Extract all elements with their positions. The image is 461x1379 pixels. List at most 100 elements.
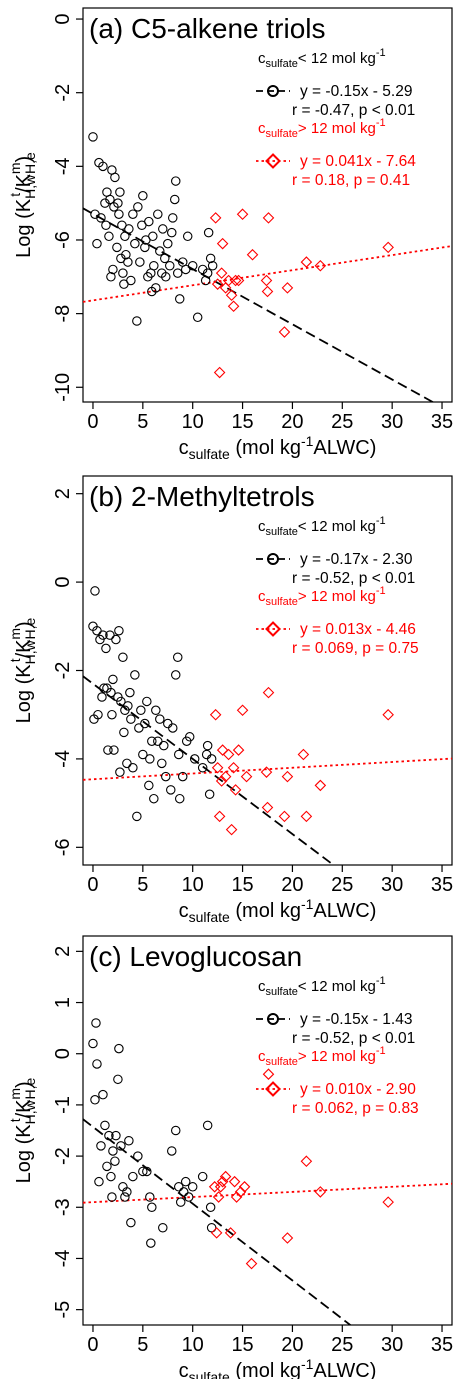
- data-point-low: [118, 268, 128, 278]
- plot-area: [83, 1018, 452, 1325]
- data-point-low: [173, 1182, 184, 1192]
- text-part: < 12 mol kg: [298, 50, 376, 67]
- panel-title: (a) C5-alkene triols: [89, 13, 326, 44]
- data-point-high: [281, 1232, 294, 1244]
- text-part: c: [258, 978, 266, 995]
- legend-title-low: csulfate< 12 mol kg-1: [258, 515, 386, 538]
- text-part: > 12 mol kg: [298, 588, 376, 605]
- data-point-low: [88, 1038, 98, 1049]
- x-tick-label: 35: [431, 411, 453, 433]
- data-point-low: [98, 161, 108, 172]
- data-point-high: [213, 810, 226, 823]
- data-point-low: [116, 696, 126, 707]
- high-fit-line: [83, 757, 452, 781]
- data-point-low: [174, 294, 185, 304]
- data-point-low: [144, 780, 154, 791]
- x-tick-label: 0: [87, 411, 98, 433]
- data-point-low: [111, 634, 121, 645]
- x-tick-label: 0: [87, 874, 98, 896]
- data-point-high: [209, 212, 222, 224]
- data-point-low: [130, 238, 140, 249]
- text-part: sulfate: [266, 58, 298, 70]
- text-part: sulfate: [266, 986, 298, 998]
- x-tick-label: 30: [381, 874, 403, 896]
- data-point-high: [281, 282, 294, 294]
- y-tick-label: -4: [52, 1250, 74, 1268]
- data-point-high: [215, 267, 228, 279]
- data-point-low: [108, 1146, 118, 1156]
- data-point-high: [216, 237, 229, 250]
- data-point-low: [178, 1187, 189, 1197]
- data-point-high: [228, 1175, 241, 1188]
- text-part: ALWC): [313, 437, 376, 459]
- data-point-low: [142, 696, 152, 707]
- data-point-low: [192, 312, 203, 323]
- data-point-low: [174, 793, 185, 804]
- data-point-low: [170, 194, 180, 205]
- y-axis-label: Log (KH,wt/KH,em): [7, 1077, 38, 1183]
- data-point-low: [107, 709, 117, 720]
- y-tick-label: -1: [52, 1096, 74, 1114]
- data-point-high: [262, 1068, 275, 1080]
- data-point-low: [115, 767, 125, 777]
- x-tick-label: 5: [137, 874, 148, 896]
- data-point-low: [113, 1074, 123, 1085]
- legend-equation-low: y = -0.15x - 5.29: [300, 83, 412, 100]
- text-part: /K: [13, 173, 35, 193]
- x-tick-label: 20: [281, 411, 303, 433]
- data-point-high: [212, 1191, 225, 1203]
- x-tick-label: 25: [331, 411, 353, 433]
- data-point-low: [126, 275, 136, 286]
- legend-symbol-circle: [267, 85, 279, 97]
- x-tick-label: 15: [231, 874, 253, 896]
- legend-equation-high: y = 0.041x - 7.64: [300, 153, 416, 170]
- data-point-low: [90, 1095, 100, 1105]
- data-point-high: [225, 289, 238, 301]
- legend: csulfate< 12 mol kg-1y = -0.15x - 5.29r …: [256, 47, 416, 189]
- plot-frame: [82, 935, 453, 1326]
- data-point-low: [147, 1202, 157, 1213]
- text-part: H,w: [22, 1099, 38, 1124]
- x-tick-label: 25: [331, 874, 353, 896]
- data-point-high: [261, 801, 274, 814]
- text-part: -1: [376, 117, 386, 129]
- data-point-low: [153, 209, 163, 219]
- plot-area: [83, 586, 452, 865]
- legend-stats-high: r = 0.062, p = 0.83: [292, 1100, 419, 1117]
- text-part: -1: [376, 515, 386, 527]
- data-point-low: [205, 1202, 216, 1213]
- data-point-high: [382, 708, 394, 721]
- text-part: > 12 mol kg: [298, 120, 376, 137]
- x-tick-label: 5: [137, 1334, 148, 1356]
- data-point-low: [122, 1187, 132, 1197]
- text-part: ): [13, 1081, 35, 1088]
- data-point-low: [126, 714, 136, 724]
- y-axis-label: Log (KH,wt/KH,em): [7, 617, 38, 723]
- data-point-low: [113, 198, 123, 208]
- data-point-low: [125, 687, 135, 698]
- data-point-low: [201, 749, 212, 760]
- data-point-high: [215, 775, 228, 787]
- data-point-low: [153, 736, 163, 746]
- data-point-low: [170, 1125, 181, 1136]
- text-part: t: [7, 193, 23, 197]
- data-point-high: [262, 686, 275, 699]
- data-point-low: [138, 1166, 148, 1177]
- x-tick-label: 35: [431, 1334, 453, 1356]
- data-point-high: [262, 212, 275, 224]
- data-point-low: [167, 227, 177, 238]
- text-part: (mol kg: [230, 900, 301, 922]
- data-point-low: [149, 261, 159, 271]
- data-point-low: [205, 253, 216, 264]
- data-point-high: [208, 1181, 221, 1193]
- x-tick-label: 20: [281, 1334, 303, 1356]
- y-tick-label: -2: [52, 662, 74, 680]
- y-tick-label: 2: [52, 488, 74, 499]
- data-point-low: [100, 1120, 110, 1131]
- data-point-high: [219, 1170, 232, 1183]
- data-point-low: [183, 1192, 194, 1202]
- data-point-low: [166, 785, 176, 795]
- text-part: < 12 mol kg: [298, 518, 376, 535]
- legend-stats-high: r = 0.069, p = 0.75: [292, 640, 419, 657]
